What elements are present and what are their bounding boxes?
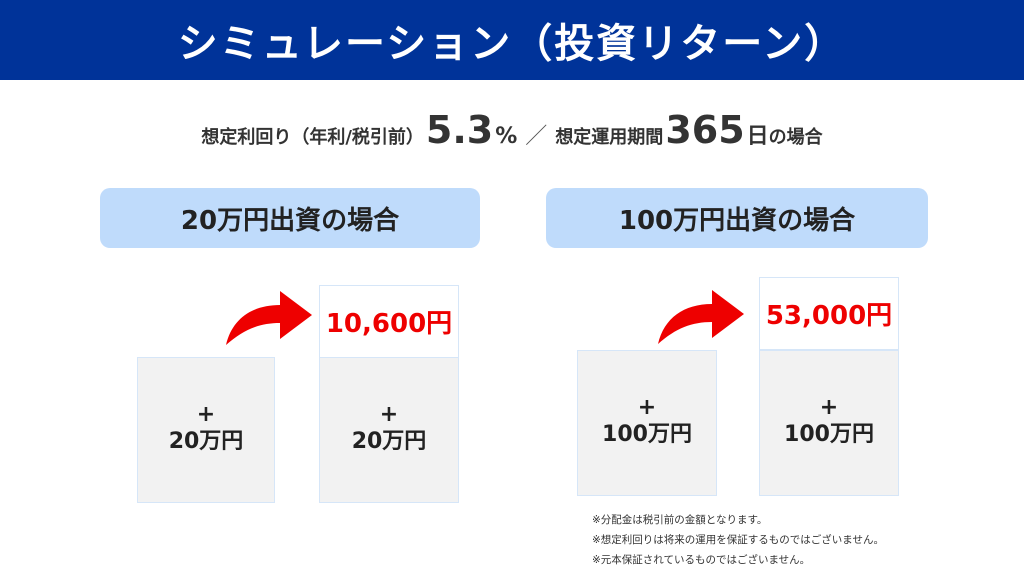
header-bar: シミュレーション（投資リターン）: [0, 0, 1024, 80]
yield-unit: %: [495, 124, 518, 149]
plus-sign: +: [196, 402, 216, 427]
plus-sign: +: [819, 395, 839, 420]
period-value: 365: [665, 108, 745, 152]
case-label-200k: 20万円出資の場合: [100, 188, 480, 248]
yield-label: 想定利回り（年利/税引前）: [201, 127, 424, 148]
period-label: 想定運用期間: [555, 127, 664, 148]
principal-amount: 20万円: [351, 429, 427, 454]
disclaimer-notes: ※分配金は税引前の金額となります。 ※想定利回りは将来の運用を保証するものではご…: [592, 510, 1012, 570]
note-item: ※元本保証されているものではございません。: [592, 554, 811, 566]
principal-box-after: + 100万円: [759, 350, 899, 496]
note-item: ※想定利回りは将来の運用を保証するものではございません。: [592, 534, 884, 546]
note-item: ※分配金は税引前の金額となります。: [592, 514, 768, 526]
curved-up-right-arrow-icon: [658, 290, 744, 344]
principal-amount: 20万円: [168, 429, 244, 454]
page-title: シミュレーション（投資リターン）: [177, 21, 847, 67]
return-amount-box: 53,000円: [759, 277, 899, 350]
period-unit: 日: [746, 124, 769, 149]
return-amount-box: 10,600円: [319, 285, 459, 358]
condition-suffix: の場合: [768, 127, 823, 148]
assumption-line: 想定利回り（年利/税引前） 5.3 % ／ 想定運用期間 365 日 の場合: [0, 108, 1024, 164]
principal-amount: 100万円: [784, 422, 874, 447]
plus-sign: +: [379, 402, 399, 427]
principal-box-before: + 20万円: [137, 357, 275, 503]
case-label-1m: 100万円出資の場合: [546, 188, 928, 248]
principal-box-before: + 100万円: [577, 350, 717, 496]
separator: ／: [525, 124, 548, 149]
yield-value: 5.3: [425, 108, 494, 152]
plus-sign: +: [637, 395, 657, 420]
principal-amount: 100万円: [602, 422, 692, 447]
principal-box-after: + 20万円: [319, 357, 459, 503]
curved-up-right-arrow-icon: [226, 291, 312, 345]
